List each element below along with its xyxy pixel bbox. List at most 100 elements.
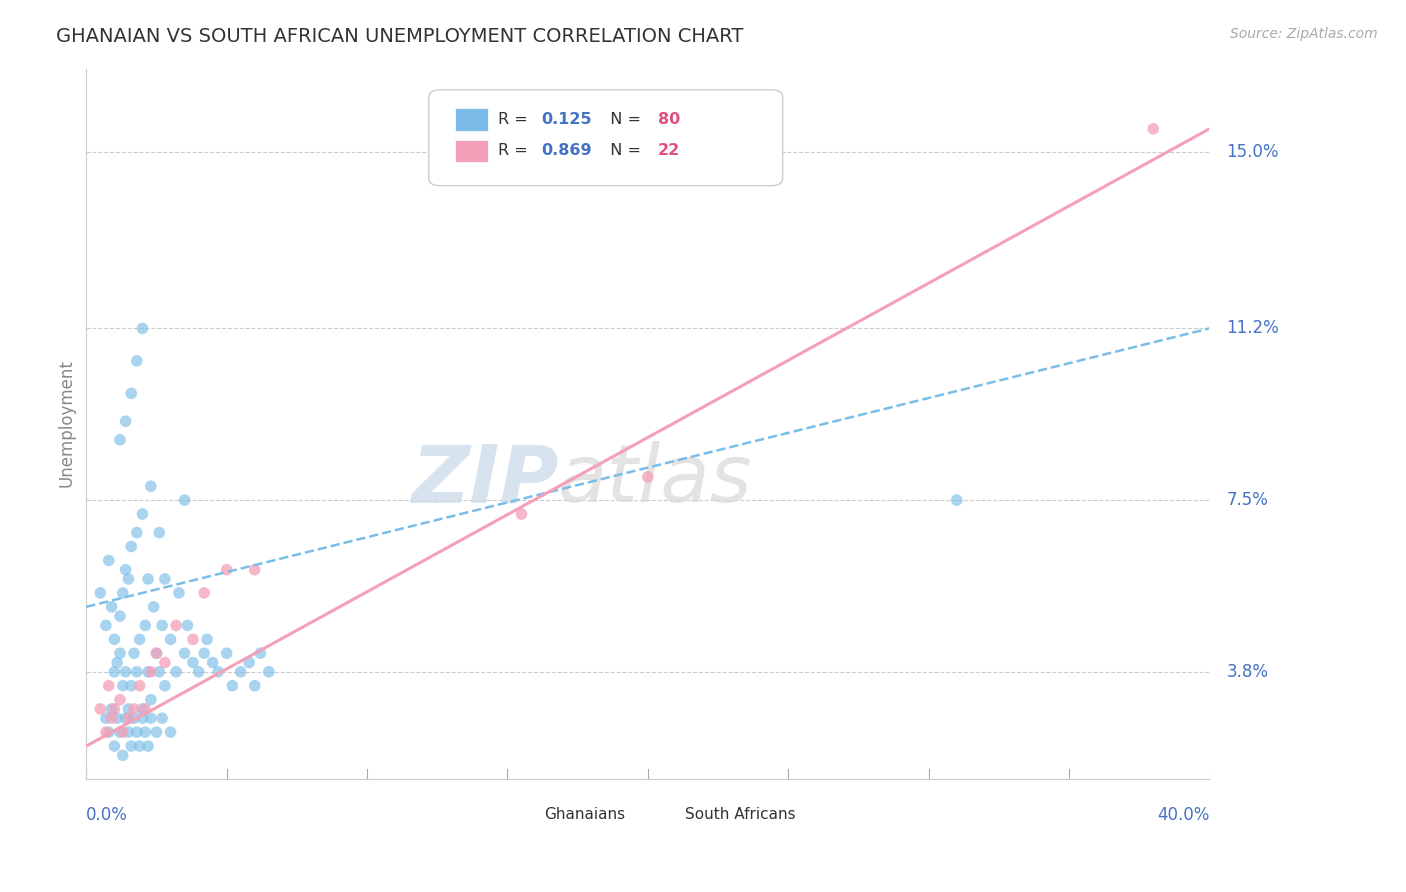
Text: Source: ZipAtlas.com: Source: ZipAtlas.com xyxy=(1230,27,1378,41)
Point xyxy=(103,739,125,753)
Text: ZIP: ZIP xyxy=(411,442,558,519)
Point xyxy=(243,679,266,693)
Point xyxy=(89,586,111,600)
Point xyxy=(111,679,134,693)
Point xyxy=(131,507,153,521)
Point xyxy=(167,586,190,600)
Point xyxy=(134,618,156,632)
Point xyxy=(229,665,252,679)
Text: GHANAIAN VS SOUTH AFRICAN UNEMPLOYMENT CORRELATION CHART: GHANAIAN VS SOUTH AFRICAN UNEMPLOYMENT C… xyxy=(56,27,744,45)
Point xyxy=(139,711,162,725)
Point xyxy=(114,414,136,428)
Point xyxy=(187,665,209,679)
Point xyxy=(125,525,148,540)
Point xyxy=(165,618,187,632)
Point xyxy=(122,711,145,725)
Point xyxy=(111,725,134,739)
Bar xyxy=(454,108,488,131)
Point xyxy=(153,572,176,586)
Point xyxy=(122,646,145,660)
Point xyxy=(100,599,122,614)
Text: R =: R = xyxy=(499,112,533,128)
Point xyxy=(181,632,204,647)
Point xyxy=(1142,121,1164,136)
Point xyxy=(128,679,150,693)
Point xyxy=(108,692,131,706)
Point xyxy=(97,725,120,739)
Point xyxy=(89,702,111,716)
Text: N =: N = xyxy=(599,144,645,159)
Text: Ghanaians: Ghanaians xyxy=(544,807,626,822)
Point xyxy=(111,748,134,763)
Point xyxy=(125,725,148,739)
Point xyxy=(108,433,131,447)
Point xyxy=(193,646,215,660)
Bar xyxy=(648,805,679,825)
Point xyxy=(207,665,229,679)
Point xyxy=(94,711,117,725)
Point xyxy=(238,656,260,670)
Point xyxy=(131,711,153,725)
Point xyxy=(103,702,125,716)
Point xyxy=(201,656,224,670)
Point xyxy=(94,618,117,632)
Point xyxy=(173,646,195,660)
Point xyxy=(94,725,117,739)
Point xyxy=(111,586,134,600)
Point xyxy=(117,725,139,739)
Point xyxy=(103,665,125,679)
Point xyxy=(257,665,280,679)
Point xyxy=(100,702,122,716)
Point xyxy=(153,679,176,693)
Point xyxy=(120,679,142,693)
Point xyxy=(150,711,173,725)
Point xyxy=(148,525,170,540)
Point xyxy=(105,656,128,670)
Bar xyxy=(508,805,538,825)
Point xyxy=(165,665,187,679)
Point xyxy=(215,563,238,577)
Point xyxy=(159,725,181,739)
Text: 0.869: 0.869 xyxy=(541,144,592,159)
Text: 7.5%: 7.5% xyxy=(1226,491,1268,509)
Text: 22: 22 xyxy=(658,144,681,159)
Point xyxy=(108,646,131,660)
Point xyxy=(120,739,142,753)
Point xyxy=(97,553,120,567)
Text: N =: N = xyxy=(599,112,645,128)
Point xyxy=(100,711,122,725)
Point xyxy=(125,354,148,368)
Point xyxy=(150,618,173,632)
Point xyxy=(131,702,153,716)
Text: 80: 80 xyxy=(658,112,681,128)
Text: 15.0%: 15.0% xyxy=(1226,143,1279,161)
Point xyxy=(637,470,659,484)
Point xyxy=(145,725,167,739)
Text: 0.125: 0.125 xyxy=(541,112,592,128)
Point xyxy=(215,646,238,660)
Point xyxy=(195,632,218,647)
Point xyxy=(176,618,198,632)
Point xyxy=(97,679,120,693)
Y-axis label: Unemployment: Unemployment xyxy=(58,359,75,487)
Point xyxy=(221,679,243,693)
Text: 3.8%: 3.8% xyxy=(1226,663,1268,681)
Text: R =: R = xyxy=(499,144,533,159)
Point xyxy=(117,572,139,586)
Point xyxy=(122,702,145,716)
Point xyxy=(173,493,195,508)
Point xyxy=(131,321,153,335)
Point xyxy=(125,665,148,679)
Text: 0.0%: 0.0% xyxy=(86,806,128,824)
Point xyxy=(114,563,136,577)
Point xyxy=(148,665,170,679)
Point xyxy=(128,632,150,647)
Point xyxy=(139,665,162,679)
Text: 40.0%: 40.0% xyxy=(1157,806,1209,824)
Text: 11.2%: 11.2% xyxy=(1226,319,1279,337)
Text: atlas: atlas xyxy=(558,442,752,519)
Point xyxy=(945,493,967,508)
Point xyxy=(103,632,125,647)
Point xyxy=(142,599,165,614)
Point xyxy=(181,656,204,670)
